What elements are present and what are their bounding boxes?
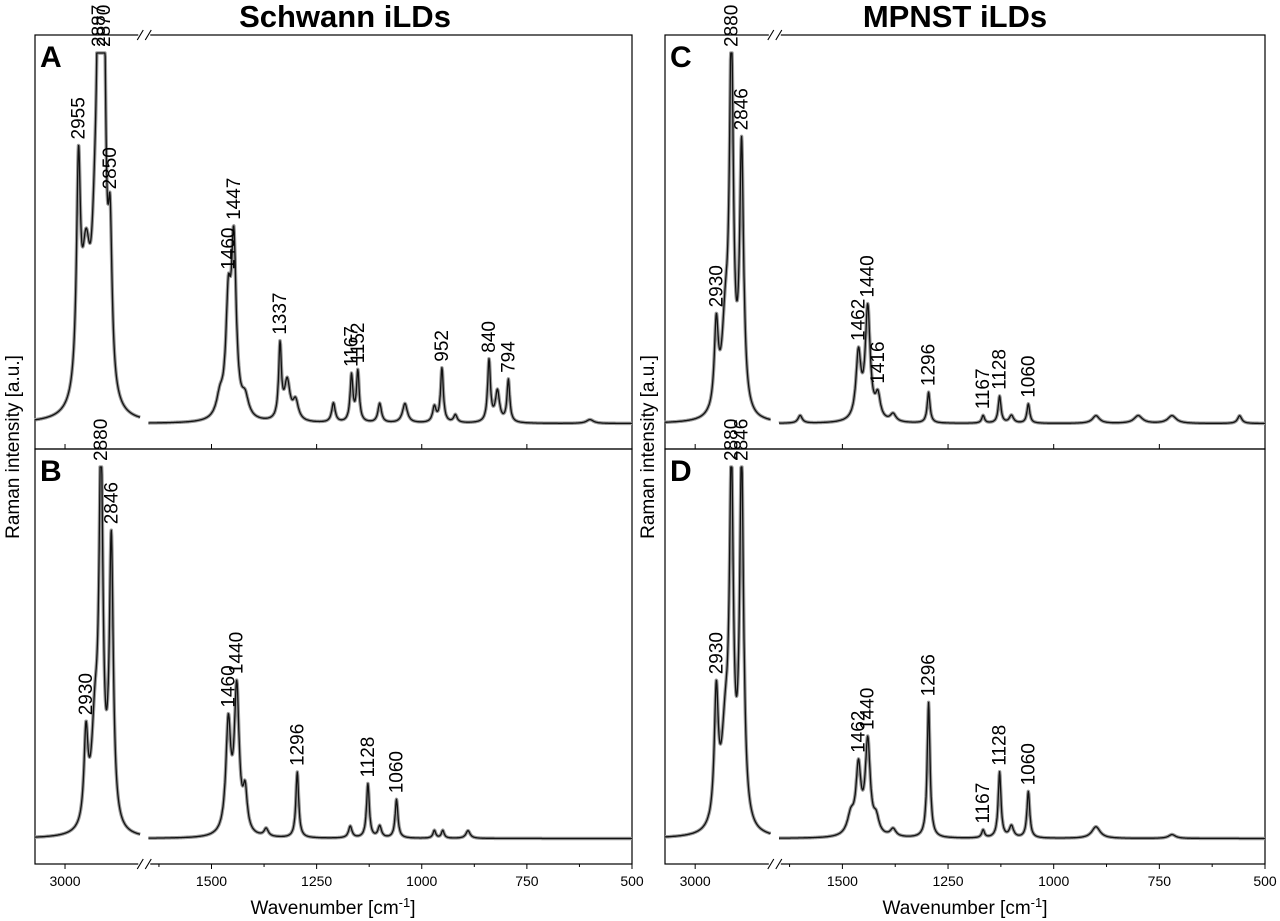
axis-break-mark [775, 858, 783, 870]
panel-letter: C [670, 41, 692, 74]
panel-letter: B [40, 455, 62, 488]
peak-label: 1440 [227, 632, 248, 674]
peak-label: 2850 [100, 147, 121, 189]
peak-label: 1440 [858, 255, 879, 297]
peak-label: 2880 [91, 419, 112, 461]
y-axis-label-right: Raman intensity [a.u.] [638, 355, 659, 539]
peak-label: 1060 [1018, 356, 1039, 398]
peak-label: 2880 [721, 5, 742, 47]
peak-label: 2846 [101, 482, 122, 524]
x-tick-label: 3000 [49, 873, 80, 889]
panel-letter: A [40, 41, 62, 74]
x-tick-label: 1500 [827, 873, 858, 889]
peak-label: 1128 [358, 737, 379, 778]
peak-label: 1152 [348, 323, 369, 364]
spectrum-line-high [34, 466, 141, 838]
axis-break-mark [767, 858, 775, 870]
x-axis-label-left: Wavenumber [cm-1] [250, 895, 415, 919]
peak-label: 1128 [990, 725, 1011, 766]
x-tick-label: 1000 [1038, 873, 1069, 889]
peak-label: 1296 [287, 724, 308, 766]
peak-label: 1337 [270, 293, 291, 335]
panel-d: 3000 1500 1250 1000 750 500D29302880284614621… [663, 419, 1277, 889]
y-axis-label-left: Raman intensity [a.u.] [3, 355, 24, 539]
spectrum-line-high [34, 52, 141, 421]
peak-label: 1416 [868, 341, 889, 383]
axis-break-gap [768, 29, 781, 41]
spectrum-line-low [778, 302, 1266, 425]
axis-break-mark [144, 858, 152, 870]
peak-label: 1462 [849, 711, 870, 753]
axis-break-gap [768, 858, 781, 870]
peak-label: 2870 [94, 5, 115, 47]
peak-label: 1296 [919, 654, 940, 696]
x-tick-label: 750 [1148, 873, 1172, 889]
x-tick-label: 500 [1253, 873, 1277, 889]
peak-label: 2846 [732, 88, 753, 130]
peak-label: 1447 [224, 178, 245, 220]
panel-letter: D [670, 455, 692, 488]
panel-frame [34, 448, 633, 865]
axis-break-mark [136, 29, 144, 41]
peak-label: 1167 [973, 783, 994, 824]
column-title-schwann: Schwann iLDs [239, 0, 451, 34]
peak-label: 2887 [89, 5, 110, 47]
panel-frame [664, 448, 1266, 865]
x-tick-label: 750 [515, 873, 539, 889]
x-axis-label-right: Wavenumber [cm-1] [882, 895, 1047, 919]
column-title-mpnst: MPNST iLDs [863, 0, 1047, 34]
spectrum-line-high [664, 466, 771, 838]
peak-label: 1167 [342, 326, 363, 367]
peak-label: 2880 [721, 419, 742, 461]
x-tick-label: 1000 [406, 873, 437, 889]
x-tick-label: 3000 [680, 873, 711, 889]
peak-label: 794 [498, 341, 519, 373]
peak-label: 2930 [706, 265, 727, 307]
peak-label: 2846 [732, 419, 753, 461]
peak-label: 1460 [218, 228, 239, 270]
axis-break-mark [775, 29, 783, 41]
peak-label: 840 [479, 321, 500, 353]
panel-b: 3000 1500 1250 1000 750 500B29302880284614601… [33, 419, 644, 889]
peak-label: 1296 [919, 344, 940, 386]
x-tick-label: 1250 [932, 873, 963, 889]
peak-label: 2930 [706, 632, 727, 674]
peak-label: 2930 [76, 673, 97, 715]
peak-label: 1462 [849, 299, 870, 341]
peak-label: 952 [432, 330, 453, 362]
spectrum-line-low [148, 225, 633, 425]
axis-break-gap [138, 858, 151, 870]
peak-label: 1128 [990, 349, 1011, 390]
axis-break-mark [136, 858, 144, 870]
spectrum-line-high [664, 52, 771, 423]
peak-label: 1060 [1018, 743, 1039, 785]
spectrum-line-low [778, 701, 1266, 840]
axis-break-mark [144, 29, 152, 41]
peak-label: 1460 [218, 665, 239, 707]
peak-label: 2955 [69, 97, 90, 139]
peak-label: 1440 [858, 688, 879, 730]
axis-break-gap [138, 29, 151, 41]
peak-label: 1060 [387, 751, 408, 793]
peak-label: 1167 [973, 368, 994, 409]
x-tick-label: 1500 [196, 873, 227, 889]
spectrum-line-low [148, 679, 633, 840]
x-tick-label: 500 [620, 873, 644, 889]
axis-break-mark [767, 29, 775, 41]
x-tick-label: 1250 [301, 873, 332, 889]
